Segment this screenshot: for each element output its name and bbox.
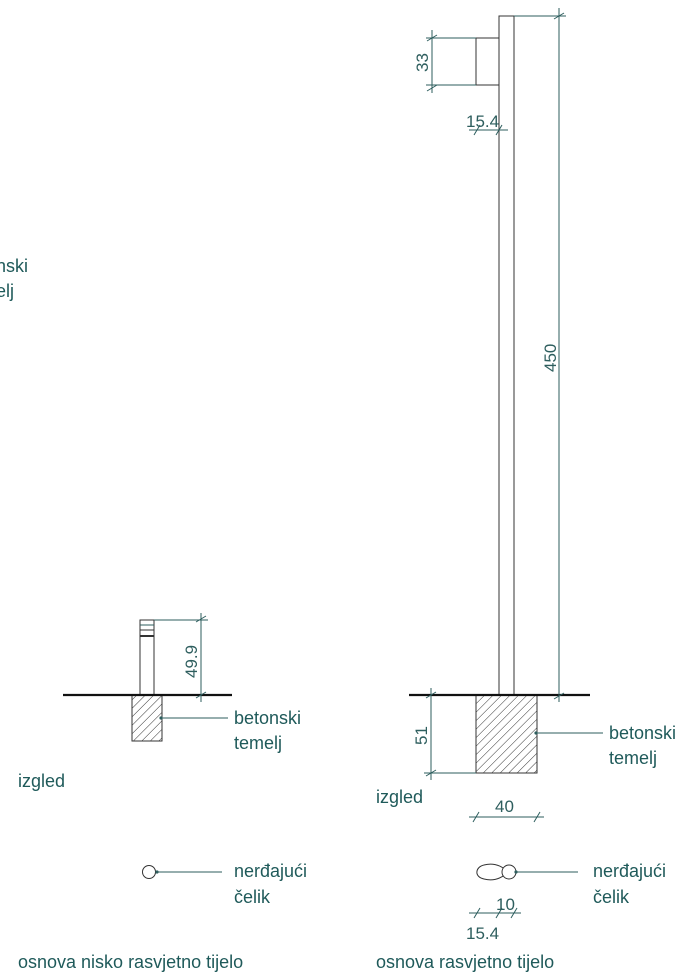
tall-pole <box>498 15 515 696</box>
dim-base-large-text: 15.4 <box>466 924 499 943</box>
dim-foundation-depth: 51 <box>412 688 476 780</box>
low-post <box>139 619 155 696</box>
caption-left: osnova nisko rasvjetno tijelo <box>18 952 243 972</box>
label-foundation-right-2: temelj <box>609 748 657 768</box>
low-fixture-elevation <box>131 619 163 742</box>
dim-pole-width-text: 15.4 <box>466 112 499 131</box>
label-view-right: izgled <box>376 787 423 807</box>
label-foundation-left-2: temelj <box>234 733 282 753</box>
label-material-right-2: čelik <box>593 887 630 907</box>
dim-pole-height-text: 450 <box>541 344 560 372</box>
dim-foundation-depth-text: 51 <box>412 726 431 745</box>
label-material-right-1: nerđajući <box>593 861 666 881</box>
dim-low-height: 49.9 <box>154 613 208 702</box>
label-foundation-right-1: betonski <box>609 723 676 743</box>
dim-base-widths: 10 15.4 <box>466 895 521 943</box>
light-head <box>475 37 500 86</box>
pole-plan <box>501 864 517 880</box>
dim-pole-width: 15.4 <box>466 112 508 136</box>
dim-low-height-text: 49.9 <box>182 645 201 678</box>
tall-pole-elevation <box>475 15 538 774</box>
dim-head-height: 33 <box>413 30 476 93</box>
pole-plan-bracket <box>476 863 509 881</box>
label-material-left-2: čelik <box>234 887 271 907</box>
low-post-plan <box>142 865 156 879</box>
dim-foundation-width: 40 <box>469 797 544 823</box>
dim-head-height-text: 33 <box>413 53 432 72</box>
cut-label-2: elj <box>0 281 14 301</box>
caption-right: osnova rasvjetno tijelo <box>376 952 554 972</box>
label-foundation-left-1: betonski <box>234 708 301 728</box>
dim-base-small-text: 10 <box>496 895 515 914</box>
label-material-left-1: nerđajući <box>234 861 307 881</box>
dim-foundation-width-text: 40 <box>495 797 514 816</box>
tall-concrete-foundation <box>475 694 538 774</box>
dim-pole-height: 450 <box>514 8 566 702</box>
cut-label-1: nski <box>0 256 28 276</box>
label-view-left: izgled <box>18 771 65 791</box>
low-concrete-foundation <box>131 694 163 742</box>
